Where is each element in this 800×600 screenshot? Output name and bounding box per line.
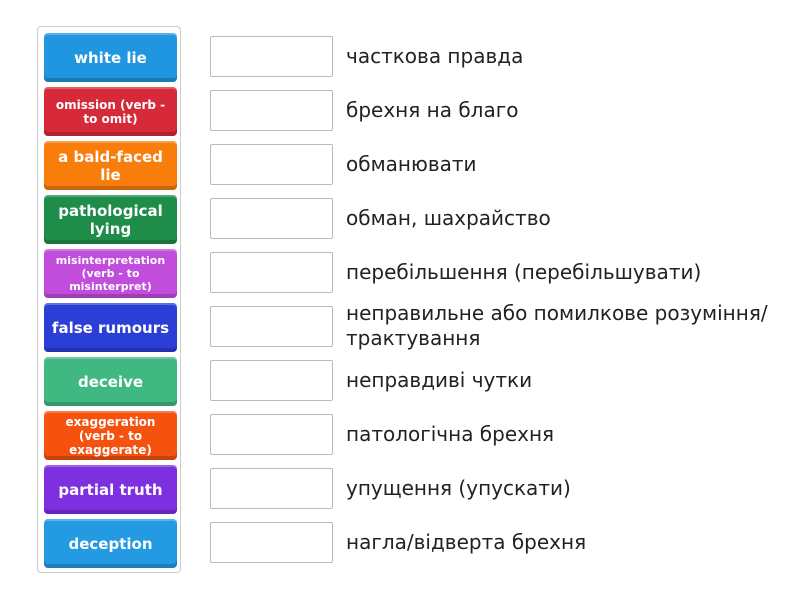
definition-label: обманювати — [346, 151, 477, 176]
definition-label: нагла/відверта брехня — [346, 529, 587, 554]
definition-label: неправдиві чутки — [346, 367, 533, 392]
definition-label: брехня на благо — [346, 97, 519, 122]
draggable-tile[interactable]: omission (verb - to omit) — [44, 87, 177, 136]
draggable-tile[interactable]: partial truth — [44, 465, 177, 514]
drop-box[interactable] — [210, 306, 333, 347]
draggable-tile[interactable]: exaggeration (verb - to exaggerate) — [44, 411, 177, 460]
definition-label: неправильне або помилкове розуміння/трак… — [346, 301, 768, 350]
definition-label: перебільшення (перебільшувати) — [346, 259, 702, 284]
drop-box[interactable] — [210, 522, 333, 563]
drop-box[interactable] — [210, 198, 333, 239]
definition-label: упущення (упускати) — [346, 475, 571, 500]
definition-label: патологічна брехня — [346, 421, 555, 446]
drop-box[interactable] — [210, 360, 333, 401]
draggable-tile[interactable]: a bald-faced lie — [44, 141, 177, 190]
tile-tray: white lie omission (verb - to omit) a bald… — [37, 26, 181, 573]
drop-box[interactable] — [210, 252, 333, 293]
draggable-tile[interactable]: misinterpretation (verb - to misinterpre… — [44, 249, 177, 298]
drop-box[interactable] — [210, 144, 333, 185]
drop-box[interactable] — [210, 90, 333, 131]
draggable-tile[interactable]: deceive — [44, 357, 177, 406]
definition-label: обман, шахрайство — [346, 205, 551, 230]
draggable-tile[interactable]: deception — [44, 519, 177, 568]
draggable-tile[interactable]: white lie — [44, 33, 177, 82]
drop-box[interactable] — [210, 414, 333, 455]
draggable-tile[interactable]: false rumours — [44, 303, 177, 352]
drop-box[interactable] — [210, 36, 333, 77]
draggable-tile[interactable]: pathological lying — [44, 195, 177, 244]
drop-box[interactable] — [210, 468, 333, 509]
definition-label: часткова правда — [346, 43, 524, 68]
